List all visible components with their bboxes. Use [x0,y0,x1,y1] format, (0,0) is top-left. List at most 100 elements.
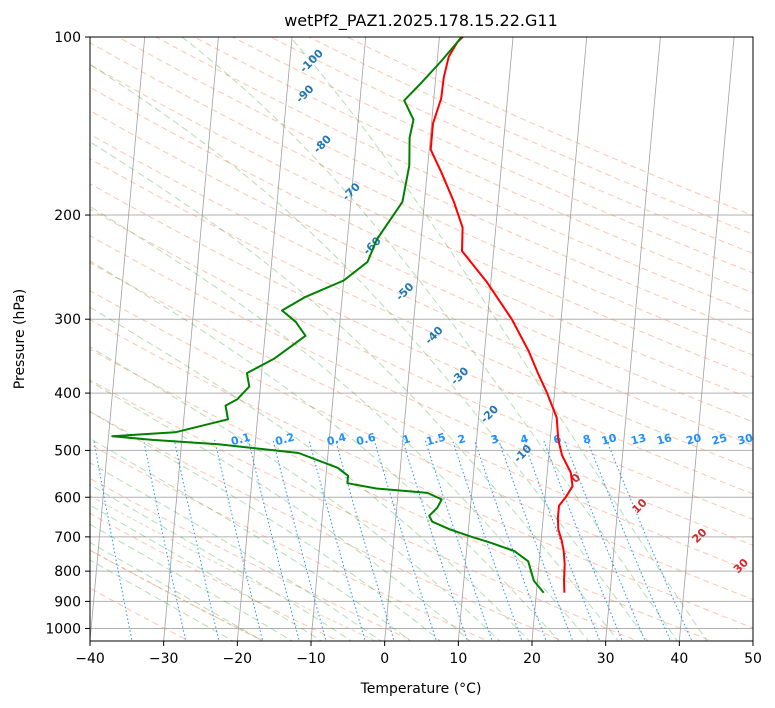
isotherm-line [90,37,146,641]
mixing-ratio-label: 1 [401,432,412,447]
saturation-curve [90,495,378,641]
mixing-ratio-line [247,439,300,641]
mixing-ratio-line [214,439,264,641]
mixing-ratio-label: 0.1 [230,431,252,449]
y-tick-label: 600 [54,490,81,506]
background-lines [90,37,753,641]
dry-adiabat-line [90,262,753,573]
y-tick-label: 800 [54,564,81,580]
mixing-ratio-label: 30 [736,431,754,448]
dry-adiabat-line [307,37,753,235]
x-tick-label: 40 [670,651,688,667]
moist-adiabat-line [90,523,293,641]
plot-frame [89,36,754,642]
isotherm-line [163,37,219,641]
mixing-ratio-line [272,439,327,641]
mixing-ratio-label: 8 [582,432,593,447]
x-tick-label: 50 [744,651,762,667]
isotherm-line [605,37,661,641]
mixing-ratio-line [586,439,672,641]
dry-adiabat-line [90,208,753,520]
mixing-ratio-line [606,439,693,641]
isotherm-line [310,37,367,641]
moist-adiabat-line [90,462,382,641]
y-tick-label: 900 [54,594,81,610]
temperature-profile-line [429,37,574,593]
x-tick-label: −10 [296,651,326,667]
mixing-ratio-label: 4 [519,432,530,447]
moist-adiabat-line [90,141,619,641]
moist-adiabat-line [90,541,264,641]
dry-adiabat-line [90,411,564,641]
moist-adiabat-line [90,260,560,641]
dry-adiabat-line [90,443,489,641]
y-tick-label: 300 [54,312,81,328]
moist-adiabat-line [90,306,531,641]
mixing-ratio-line [522,439,601,641]
dewpoint-profile-line [111,37,545,594]
moist-adiabat-line [90,346,501,641]
y-tick-label: 400 [54,386,81,402]
y-axis-title: Pressure (hPa) [12,289,28,389]
mixing-ratio-line [498,439,574,641]
mixing-ratio-line [473,439,547,641]
mixing-ratio-label: 13 [629,431,647,448]
mixing-ratio-label: 0.4 [325,431,348,449]
dry-adiabat-line [90,319,753,629]
dry-adiabat-line [345,37,753,217]
mixing-ratio-line [173,439,220,641]
profile-series [111,37,574,594]
isotherm-line [531,37,588,641]
mixing-ratio-line [308,439,366,641]
dry-adiabat-line [90,235,753,546]
moist-adiabat-line [90,411,442,641]
y-axis-ticks: 100 200 300 400 500 600 700 800 900 1000 [45,30,90,637]
x-tick-label: 0 [380,651,389,667]
mixing-ratio-line [93,439,133,641]
chart-title: wetPf2_PAZ1.2025.178.15.22.G11 [284,11,558,31]
dry-adiabat-line [90,109,753,423]
mixing-ratio-label: 25 [710,431,728,448]
x-tick-label: −40 [75,651,105,667]
y-tick-label: 200 [54,208,81,224]
y-tick-label: 1000 [45,621,81,637]
mixing-ratio-label: 1.5 [425,431,447,449]
mixing-ratio-label: 0.2 [274,431,296,449]
mixing-ratio-line [563,439,646,641]
mixing-ratio-label: 2 [456,432,467,447]
x-tick-label: 30 [597,651,615,667]
x-tick-label: 10 [449,651,467,667]
moist-adiabat-line [90,504,323,641]
y-tick-label: 500 [54,443,81,459]
x-tick-label: −30 [149,651,179,667]
x-tick-label: −20 [223,651,253,667]
moist-adiabat-line [289,37,708,641]
mixing-ratio-label: 10 [600,431,618,448]
isotherm-line [384,37,440,641]
dry-adiabat-line [269,37,753,254]
dry-adiabat-line [90,348,714,641]
mixing-ratio-line [451,439,523,641]
mixing-ratio-line [543,439,623,641]
x-axis-title: Temperature (°C) [360,681,482,697]
moist-adiabat-line [90,380,471,641]
y-tick-label: 700 [54,530,81,546]
moist-adiabat-line [90,205,590,641]
y-tick-label: 100 [54,30,81,46]
moist-adiabat-line [90,484,353,641]
moist-adiabat-line [90,63,649,641]
dry-adiabat-line [231,37,753,274]
mixing-ratio-label: 16 [655,431,673,448]
x-axis-ticks: −40 −30 −20 −10 0 10 20 30 40 50 [75,641,762,667]
x-tick-label: 20 [523,651,541,667]
isotherm-line [236,37,293,641]
mixing-ratio-label: 0.6 [355,431,378,449]
mixing-ratio-label: 3 [489,432,500,447]
isotherm-line [678,37,735,641]
mixing-ratio-line [143,439,187,641]
isotherm-line [457,37,514,641]
moist-adiabat-line [90,559,234,641]
dry-adiabat-line [90,290,753,601]
